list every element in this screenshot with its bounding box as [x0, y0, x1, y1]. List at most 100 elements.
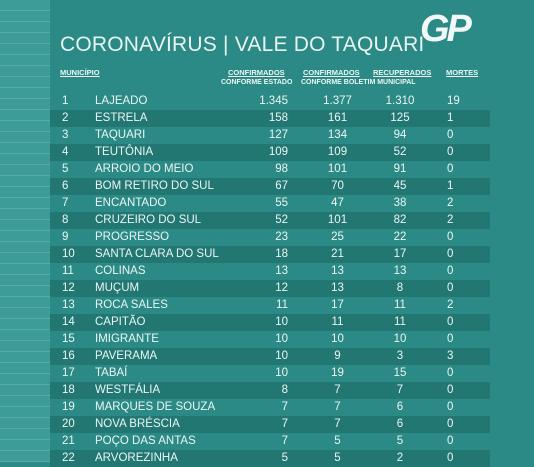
table-row: 5 ARROIO DO MEIO 98 101 91 0 [50, 161, 490, 178]
col-subheader: CONFORME BOLETIM MUNICIPAL [301, 79, 416, 86]
table-row: 16 PAVERAMA 10 9 3 3 [50, 348, 490, 365]
mortes: 0 [447, 401, 454, 413]
table-row: 11 COLINAS 13 13 13 0 [50, 263, 490, 280]
confirmados-estado: 52 [275, 214, 288, 226]
confirmados-estado: 67 [275, 180, 288, 192]
municipio: CAPITÃO [95, 316, 146, 328]
mortes: 0 [447, 231, 454, 243]
confirmados-boletim: 70 [331, 180, 344, 192]
title-right: VALE DO TAQUARI [234, 33, 425, 56]
recuperados: 3 [396, 350, 404, 362]
municipio: ARROIO DO MEIO [95, 163, 194, 175]
mortes: 0 [447, 418, 454, 430]
municipio: ROCA SALES [95, 299, 168, 311]
mortes: 2 [447, 214, 454, 226]
table-row: 7 ENCANTADO 55 47 38 2 [50, 195, 490, 212]
row-index: 10 [62, 248, 75, 260]
confirmados-estado: 18 [275, 248, 288, 260]
row-index: 1 [62, 95, 69, 107]
separator: | [223, 33, 229, 56]
confirmados-estado: 55 [275, 197, 288, 209]
row-index: 15 [62, 333, 75, 345]
confirmados-boletim: 5 [334, 435, 341, 447]
municipio: BOM RETIRO DO SUL [95, 180, 214, 192]
recuperados: 11 [394, 316, 406, 328]
table-row: 13 ROCA SALES 11 17 11 2 [50, 297, 490, 314]
table-row: 14 CAPITÃO 10 11 11 0 [50, 314, 490, 331]
confirmados-boletim: 7 [334, 418, 341, 430]
recuperados: 94 [393, 129, 407, 141]
row-index: 13 [62, 299, 75, 311]
mortes: 1 [447, 112, 454, 124]
row-index: 16 [62, 350, 75, 362]
confirmados-boletim: 7 [334, 401, 341, 413]
confirmados-boletim: 11 [331, 316, 344, 328]
col-header: MORTES [446, 68, 479, 77]
table-row: 15 IMIGRANTE 10 10 10 0 [50, 331, 490, 348]
confirmados-estado: 98 [275, 163, 288, 175]
confirmados-estado: 23 [275, 231, 288, 243]
recuperados: 45 [393, 180, 407, 192]
municipio: NOVA BRÉSCIA [95, 418, 180, 430]
confirmados-estado: 10 [275, 367, 288, 379]
mortes: 19 [447, 95, 460, 107]
logo: GP [420, 8, 472, 50]
mortes: 0 [447, 248, 454, 260]
table-row: 1 LAJEADO 1.345 1.377 1.310 19 [50, 93, 490, 110]
mortes: 0 [447, 367, 454, 379]
confirmados-boletim: 25 [331, 231, 344, 243]
table-row: 8 CRUZEIRO DO SUL 52 101 82 2 [50, 212, 490, 229]
municipio: ARVOREZINHA [95, 452, 178, 464]
recuperados: 125 [390, 112, 410, 124]
mortes: 0 [447, 316, 454, 328]
confirmados-estado: 5 [281, 452, 288, 464]
row-index: 5 [62, 163, 69, 175]
municipio: LAJEADO [95, 95, 148, 107]
row-index: 8 [62, 214, 69, 226]
title-left: CORONAVÍRUS [60, 33, 217, 56]
confirmados-estado: 10 [275, 350, 288, 362]
recuperados: 52 [393, 146, 407, 158]
confirmados-boletim: 134 [327, 129, 348, 141]
notebook-margin [0, 0, 50, 462]
table-row: 19 MARQUES DE SOUZA 7 7 6 0 [50, 399, 490, 416]
mortes: 0 [447, 435, 454, 447]
municipio: POÇO DAS ANTAS [95, 435, 196, 447]
row-index: 17 [62, 367, 75, 379]
mortes: 2 [447, 299, 454, 311]
row-index: 18 [62, 384, 75, 396]
mortes: 0 [447, 163, 454, 175]
municipio: TABAÍ [95, 367, 128, 379]
row-index: 7 [62, 197, 69, 209]
confirmados-boletim: 5 [334, 452, 341, 464]
recuperados: 22 [393, 231, 407, 243]
row-index: 9 [62, 231, 69, 243]
municipio: CRUZEIRO DO SUL [95, 214, 202, 226]
mortes: 3 [447, 350, 454, 362]
confirmados-estado: 8 [281, 384, 288, 396]
table-row: 10 SANTA CLARA DO SUL 18 21 17 0 [50, 246, 490, 263]
recuperados: 7 [396, 384, 404, 396]
mortes: 0 [447, 129, 454, 141]
col-header: RECUPERADOS [373, 68, 432, 77]
confirmados-estado: 7 [281, 401, 288, 413]
row-index: 20 [62, 418, 75, 430]
recuperados: 2 [396, 452, 404, 464]
recuperados: 1.310 [385, 95, 415, 107]
row-index: 6 [62, 180, 69, 192]
table-row: 21 POÇO DAS ANTAS 7 5 5 0 [50, 433, 490, 450]
confirmados-boletim: 9 [334, 350, 341, 362]
recuperados: 13 [393, 265, 407, 277]
confirmados-boletim: 101 [327, 214, 348, 226]
recuperados: 11 [394, 299, 406, 311]
municipio: TAQUARI [95, 129, 146, 141]
mortes: 0 [447, 146, 454, 158]
confirmados-boletim: 7 [334, 384, 341, 396]
row-index: 12 [62, 282, 75, 294]
confirmados-estado: 7 [281, 435, 288, 447]
recuperados: 6 [396, 418, 404, 430]
recuperados: 6 [396, 401, 404, 413]
municipio: WESTFÁLIA [95, 384, 161, 396]
table-row: 4 TEUTÔNIA 109 109 52 0 [50, 144, 490, 161]
table-row: 2 ESTRELA 158 161 125 1 [50, 110, 490, 127]
